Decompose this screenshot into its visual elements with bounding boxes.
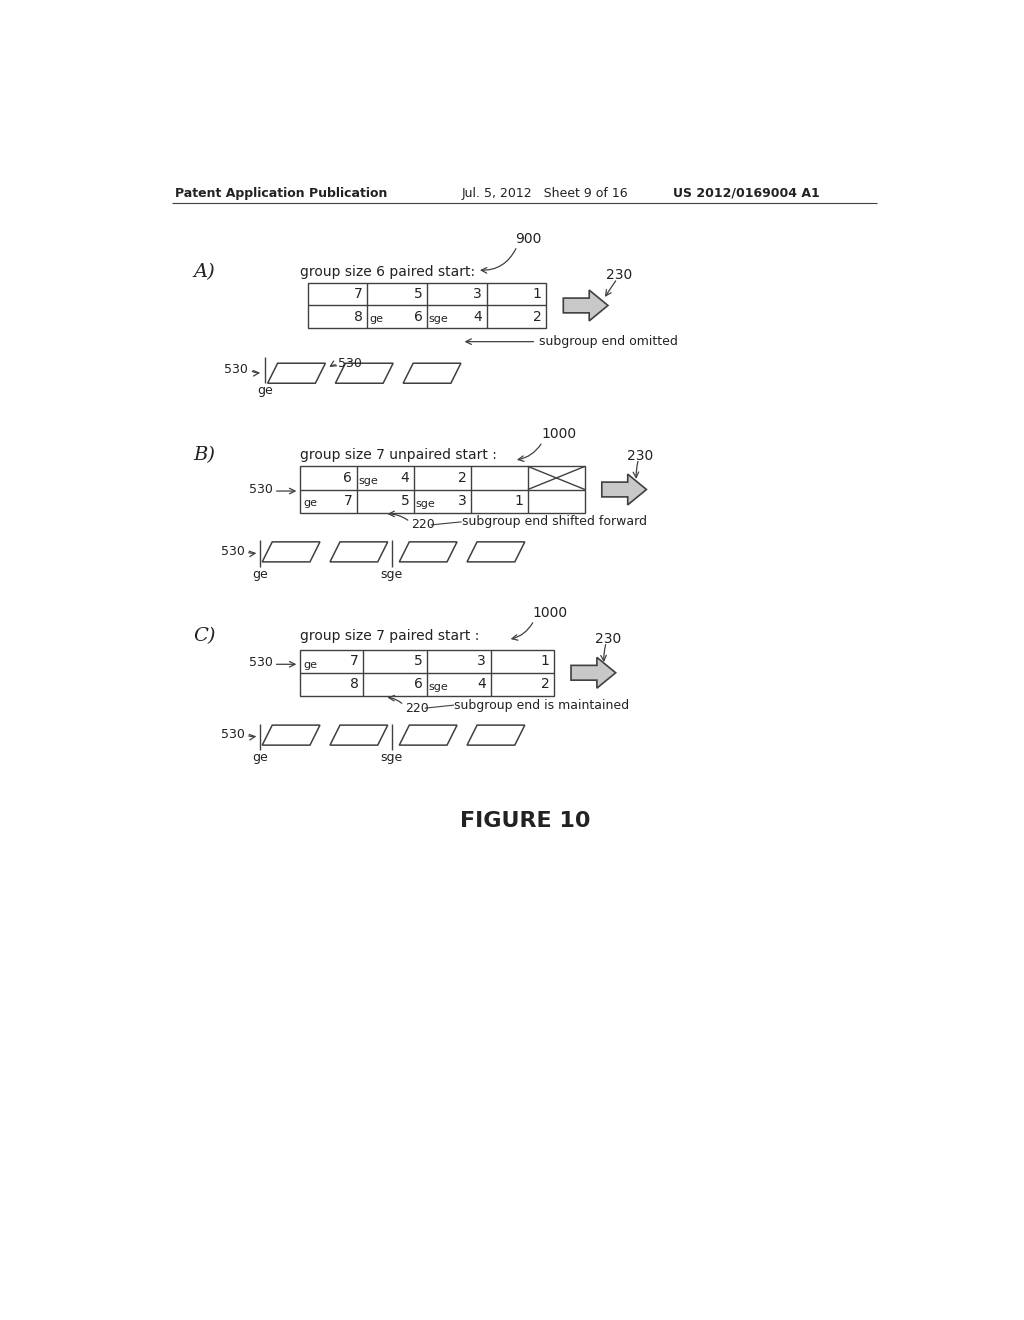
Text: 900: 900	[515, 232, 542, 247]
Text: 7: 7	[350, 655, 358, 668]
Text: 230: 230	[605, 268, 632, 282]
Text: A): A)	[194, 264, 215, 281]
Text: 220: 220	[411, 519, 434, 532]
Text: 2: 2	[458, 471, 466, 484]
Text: 2: 2	[532, 310, 542, 323]
Text: 8: 8	[354, 310, 362, 323]
Text: 5: 5	[414, 655, 422, 668]
Text: ge: ge	[303, 660, 317, 669]
Text: 530: 530	[249, 483, 273, 496]
Text: 1: 1	[541, 655, 550, 668]
Text: US 2012/0169004 A1: US 2012/0169004 A1	[673, 186, 820, 199]
Text: 6: 6	[414, 310, 422, 323]
Text: group size 7 unpaired start :: group size 7 unpaired start :	[300, 447, 497, 462]
Bar	[307, 284, 547, 327]
Text: Patent Application Publication: Patent Application Publication	[174, 186, 387, 199]
Text: 6: 6	[343, 471, 352, 484]
Text: Jul. 5, 2012   Sheet 9 of 16: Jul. 5, 2012 Sheet 9 of 16	[462, 186, 629, 199]
Text: subgroup end is maintained: subgroup end is maintained	[454, 698, 629, 711]
Text: subgroup end shifted forward: subgroup end shifted forward	[462, 515, 647, 528]
Text: subgroup end omitted: subgroup end omitted	[539, 335, 678, 348]
Text: 1: 1	[532, 288, 542, 301]
Text: 7: 7	[354, 288, 362, 301]
Text: group size 7 paired start :: group size 7 paired start :	[300, 628, 479, 643]
Text: ge: ge	[252, 568, 268, 581]
Text: ge: ge	[257, 384, 273, 397]
Text: 1000: 1000	[532, 606, 567, 619]
Text: 1: 1	[514, 494, 523, 508]
Text: 230: 230	[595, 632, 622, 645]
Polygon shape	[602, 474, 646, 506]
Text: 2: 2	[541, 677, 550, 692]
Text: C): C)	[194, 627, 216, 644]
Text: 530: 530	[220, 545, 245, 557]
Text: ge: ge	[369, 314, 383, 323]
Text: sge: sge	[358, 477, 378, 486]
Text: sge: sge	[416, 499, 435, 508]
Text: 5: 5	[400, 494, 410, 508]
Text: 3: 3	[477, 655, 486, 668]
Text: ge: ge	[303, 499, 317, 508]
Text: 4: 4	[473, 310, 482, 323]
Text: 530: 530	[223, 363, 248, 376]
Text: 530: 530	[339, 358, 362, 371]
Text: sge: sge	[381, 751, 402, 764]
Text: 3: 3	[473, 288, 482, 301]
Text: sge: sge	[429, 682, 449, 692]
Text: ge: ge	[252, 751, 268, 764]
Text: 8: 8	[350, 677, 358, 692]
Text: sge: sge	[429, 314, 449, 323]
Text: 6: 6	[414, 677, 422, 692]
Text: group size 6 paired start:: group size 6 paired start:	[300, 265, 475, 280]
Text: 5: 5	[414, 288, 422, 301]
Text: 4: 4	[477, 677, 486, 692]
Text: 230: 230	[627, 449, 653, 462]
Text: 1000: 1000	[542, 428, 577, 441]
Text: 530: 530	[220, 727, 245, 741]
Bar	[300, 466, 585, 512]
Text: 3: 3	[458, 494, 466, 508]
Text: 4: 4	[400, 471, 410, 484]
Text: sge: sge	[381, 568, 402, 581]
Text: FIGURE 10: FIGURE 10	[460, 810, 590, 830]
Polygon shape	[563, 290, 608, 321]
Text: 220: 220	[404, 702, 428, 714]
Text: 7: 7	[344, 494, 352, 508]
Text: 530: 530	[249, 656, 273, 669]
Polygon shape	[571, 657, 615, 688]
Text: B): B)	[194, 446, 216, 463]
Bar	[300, 649, 554, 696]
